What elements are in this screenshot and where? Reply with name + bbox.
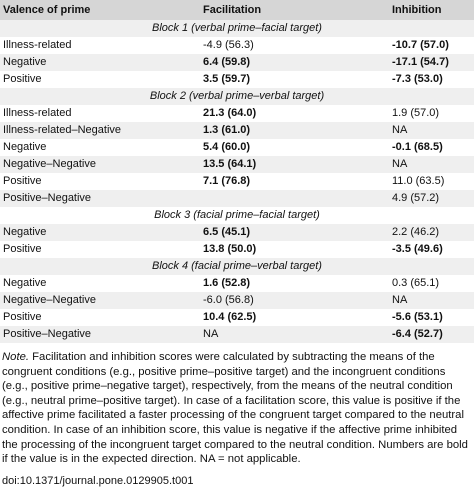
score-cell: NA [392,124,408,136]
score-cell: -5.6 (53.1) [392,311,443,323]
data-row: Illness-related–Negative 1.3 (61.0) NA [0,122,474,139]
data-row: Positive 7.1 (76.8) 11.0 (63.5) [0,173,474,190]
block-heading: Block 4 (facial prime–verbal target) [152,260,322,272]
score-cell: -3.5 (49.6) [392,243,443,255]
note-text: Facilitation and inhibition scores were … [2,351,468,466]
data-row: Positive 13.8 (50.0) -3.5 (49.6) [0,241,474,258]
score-cell: 1.9 (57.0) [392,107,440,119]
header-row: Valence of prime Facilitation Inhibition [0,0,474,20]
score-cell: -4.9 (56.3) [203,39,254,51]
score-cell: 5.4 (60.0) [203,141,251,153]
score-cell: -7.3 (53.0) [392,73,443,85]
valence-cell: Positive–Negative [3,328,92,340]
block-row: Block 3 (facial prime–facial target) [0,207,474,224]
data-row: Negative 5.4 (60.0) -0.1 (68.5) [0,139,474,156]
valence-cell: Positive [3,243,42,255]
score-cell: NA [203,328,219,340]
block-row: Block 1 (verbal prime–facial target) [0,20,474,37]
score-cell: -17.1 (54.7) [392,56,449,68]
score-cell: -10.7 (57.0) [392,39,449,51]
results-table: Valence of prime Facilitation Inhibition… [0,0,474,343]
block-row: Block 4 (facial prime–verbal target) [0,258,474,275]
block-row: Block 2 (verbal prime–verbal target) [0,88,474,105]
data-row: Positive–Negative 4.9 (57.2) [0,190,474,207]
valence-cell: Illness-related–Negative [3,124,122,136]
score-cell: 1.6 (52.8) [203,277,251,289]
data-row: Illness-related 21.3 (64.0) 1.9 (57.0) [0,105,474,122]
valence-cell: Illness-related [3,39,72,51]
block-heading: Block 3 (facial prime–facial target) [154,209,320,221]
score-cell: NA [392,158,408,170]
score-cell: -6.0 (56.8) [203,294,254,306]
data-row: Negative 6.4 (59.8) -17.1 (54.7) [0,54,474,71]
data-row: Illness-related -4.9 (56.3) -10.7 (57.0) [0,37,474,54]
valence-cell: Negative–Negative [3,158,96,170]
header-cell: Inhibition [389,0,474,20]
data-row: Negative 1.6 (52.8) 0.3 (65.1) [0,275,474,292]
score-cell: 0.3 (65.1) [392,277,440,289]
score-cell: 3.5 (59.7) [203,73,251,85]
data-row: Negative–Negative -6.0 (56.8) NA [0,292,474,309]
score-cell: NA [392,294,408,306]
data-row: Positive 3.5 (59.7) -7.3 (53.0) [0,71,474,88]
score-cell [200,190,389,207]
score-cell: 6.4 (59.8) [203,56,251,68]
header-cell: Facilitation [200,0,389,20]
valence-cell: Negative [3,56,47,68]
valence-cell: Positive [3,311,42,323]
data-row: Positive 10.4 (62.5) -5.6 (53.1) [0,309,474,326]
score-cell: 7.1 (76.8) [203,175,251,187]
valence-cell: Positive [3,175,42,187]
score-cell: -0.1 (68.5) [392,141,443,153]
valence-cell: Negative–Negative [3,294,96,306]
valence-cell: Positive–Negative [3,192,92,204]
doi: doi:10.1371/journal.pone.0129905.t001 [2,474,194,487]
score-cell: 1.3 (61.0) [203,124,251,136]
valence-cell: Positive [3,73,42,85]
table-header: Valence of prime Facilitation Inhibition [0,0,474,20]
score-cell: 13.5 (64.1) [203,158,257,170]
header-cell: Valence of prime [0,0,200,20]
score-cell: 11.0 (63.5) [392,175,445,187]
score-cell: 4.9 (57.2) [392,192,440,204]
note-label: Note. [2,351,30,363]
block-heading: Block 1 (verbal prime–facial target) [152,22,322,34]
table-note: Note. Facilitation and inhibition scores… [2,350,472,467]
score-cell: 2.2 (46.2) [392,226,440,238]
valence-cell: Negative [3,141,47,153]
valence-cell: Negative [3,277,47,289]
table-body: Block 1 (verbal prime–facial target) Illn… [0,20,474,343]
valence-cell: Illness-related [3,107,72,119]
block-heading: Block 2 (verbal prime–verbal target) [149,90,325,102]
score-cell: 21.3 (64.0) [203,107,257,119]
data-row: Negative–Negative 13.5 (64.1) NA [0,156,474,173]
score-cell: -6.4 (52.7) [392,328,443,340]
valence-cell: Negative [3,226,47,238]
score-cell: 10.4 (62.5) [203,311,257,323]
data-row: Negative 6.5 (45.1) 2.2 (46.2) [0,224,474,241]
score-cell: 6.5 (45.1) [203,226,251,238]
data-row: Positive–Negative NA -6.4 (52.7) [0,326,474,343]
score-cell: 13.8 (50.0) [203,243,257,255]
